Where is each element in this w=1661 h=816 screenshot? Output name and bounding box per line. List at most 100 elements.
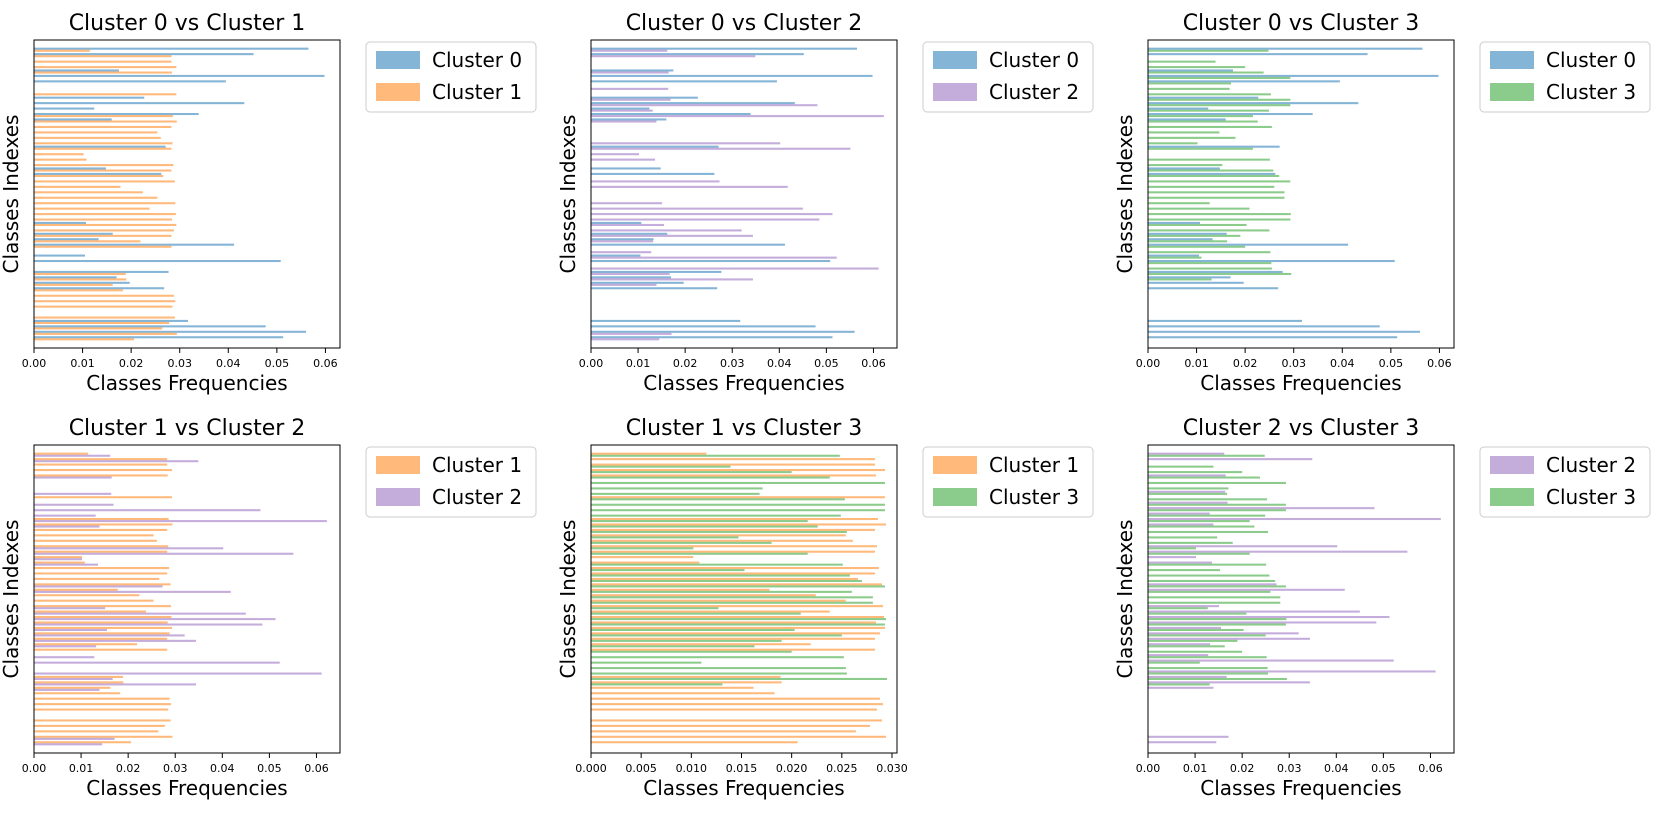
bar-cluster-1-class-2 bbox=[591, 463, 875, 466]
bar-cluster-0-class-12 bbox=[34, 112, 199, 116]
bar-cluster-0-class-12 bbox=[591, 112, 751, 116]
bar-cluster-3-class-39 bbox=[1148, 667, 1268, 670]
bar-cluster-0-class-38 bbox=[34, 254, 85, 257]
legend: Cluster 1 Cluster 3 bbox=[922, 446, 1094, 518]
x-tick-label: 0.00 bbox=[1136, 762, 1161, 775]
bar-cluster-3-class-20 bbox=[1148, 563, 1267, 566]
bar-cluster-2-class-4 bbox=[591, 71, 669, 74]
bar-cluster-2-class-37 bbox=[34, 656, 95, 659]
y-axis-label: Classes Indexes bbox=[1113, 115, 1137, 274]
legend-label-cluster-2: Cluster 2 bbox=[432, 485, 522, 509]
bar-cluster-2-class-43 bbox=[1148, 686, 1214, 689]
bar-cluster-2-class-42 bbox=[591, 278, 753, 281]
bar-cluster-2-class-32 bbox=[1148, 626, 1221, 629]
y-axis-label: Classes Indexes bbox=[0, 520, 23, 679]
bar-cluster-1-class-8 bbox=[591, 496, 885, 499]
legend-label-cluster-0: Cluster 0 bbox=[989, 48, 1079, 72]
bar-cluster-0-class-9 bbox=[1148, 96, 1259, 99]
x-tick-label: 0.05 bbox=[1371, 762, 1396, 775]
bar-cluster-2-class-43 bbox=[591, 283, 657, 286]
bar-cluster-1-class-4 bbox=[591, 474, 876, 477]
subplot-cluster-2-vs-cluster-3: Cluster 2 vs Cluster 3 0.00 0.01 0.02 0.03 0.… bbox=[1113, 416, 1651, 800]
bar-cluster-0-class-32 bbox=[591, 221, 642, 224]
legend-label-cluster-0: Cluster 0 bbox=[1546, 48, 1636, 72]
bar-cluster-3-class-33 bbox=[591, 634, 842, 637]
bar-cluster-0-class-41 bbox=[591, 270, 722, 273]
bar-cluster-0-class-23 bbox=[1148, 172, 1276, 175]
bar-cluster-0-class-42 bbox=[1148, 276, 1231, 279]
bar-cluster-1-class-28 bbox=[34, 605, 171, 608]
bar-cluster-1-class-42 bbox=[591, 681, 782, 684]
bar-cluster-3-class-13 bbox=[1148, 525, 1255, 528]
bar-cluster-3-class-24 bbox=[1148, 180, 1291, 183]
bar-cluster-1-class-45 bbox=[591, 697, 880, 700]
bar-cluster-2-class-12 bbox=[34, 520, 327, 523]
bar-cluster-2-class-7 bbox=[591, 87, 669, 90]
bar-cluster-1-class-50 bbox=[34, 724, 165, 727]
bar-cluster-1-class-36 bbox=[34, 245, 172, 248]
x-tick-label: 0.01 bbox=[1183, 762, 1208, 775]
bar-cluster-2-class-42 bbox=[34, 683, 196, 686]
bar-cluster-3-class-25 bbox=[1148, 590, 1271, 593]
x-tick-label: 0.010 bbox=[676, 762, 708, 775]
bar-cluster-3-class-8 bbox=[1148, 93, 1271, 96]
bar-cluster-1-class-27 bbox=[34, 599, 154, 602]
x-tick-label: 0.01 bbox=[70, 357, 95, 370]
bar-cluster-1-class-12 bbox=[34, 517, 169, 521]
bar-cluster-0-class-43 bbox=[1148, 281, 1244, 284]
bar-cluster-1-class-47 bbox=[34, 305, 173, 308]
bar-cluster-3-class-26 bbox=[591, 596, 873, 599]
bar-cluster-1-class-32 bbox=[34, 223, 177, 227]
bar-cluster-2-class-13 bbox=[1148, 523, 1214, 526]
legend: Cluster 1 Cluster 2 bbox=[365, 446, 537, 518]
bar-cluster-1-class-14 bbox=[591, 528, 875, 531]
bar-cluster-2-class-40 bbox=[591, 267, 879, 270]
bar-cluster-0-class-42 bbox=[34, 276, 117, 279]
bar-cluster-2-class-30 bbox=[34, 618, 276, 621]
bar-cluster-2-class-11 bbox=[34, 514, 96, 517]
bar-cluster-3-class-8 bbox=[1148, 498, 1268, 501]
bar-cluster-3-class-28 bbox=[591, 607, 719, 610]
axes-frame bbox=[590, 39, 898, 349]
bar-cluster-0-class-10 bbox=[34, 102, 245, 105]
legend-swatch-cluster-0 bbox=[376, 51, 420, 69]
bar-cluster-3-class-12 bbox=[1148, 115, 1253, 118]
bar-cluster-0-class-39 bbox=[1148, 259, 1395, 263]
bar-cluster-0-class-32 bbox=[34, 221, 86, 224]
bar-cluster-1-class-1 bbox=[34, 458, 168, 461]
x-tick-label: 0.06 bbox=[304, 762, 329, 775]
bars bbox=[1148, 47, 1439, 339]
bar-cluster-1-class-16 bbox=[34, 539, 157, 542]
bar-cluster-1-class-41 bbox=[591, 675, 781, 678]
bar-cluster-1-class-51 bbox=[34, 327, 163, 330]
bars bbox=[34, 452, 327, 746]
x-tick-label: 0.06 bbox=[313, 357, 338, 370]
bar-cluster-2-class-24 bbox=[1148, 583, 1277, 586]
bar-cluster-1-class-24 bbox=[34, 180, 175, 183]
bar-cluster-1-class-53 bbox=[34, 338, 135, 341]
x-tick-label: 0.01 bbox=[1184, 357, 1209, 370]
bar-cluster-3-class-27 bbox=[591, 601, 873, 604]
bar-cluster-3-class-41 bbox=[591, 677, 887, 681]
bar-cluster-1-class-52 bbox=[34, 735, 173, 738]
bar-cluster-2-class-4 bbox=[34, 476, 112, 479]
bar-cluster-2-class-17 bbox=[591, 142, 781, 145]
bar-cluster-1-class-33 bbox=[591, 632, 880, 635]
legend-swatch-cluster-1 bbox=[376, 83, 420, 101]
bar-cluster-2-class-18 bbox=[34, 552, 294, 555]
bar-cluster-0-class-36 bbox=[591, 243, 785, 246]
bar-cluster-1-class-8 bbox=[34, 93, 177, 96]
x-axis-label: Classes Frequencies bbox=[86, 776, 287, 800]
bar-cluster-3-class-40 bbox=[1148, 672, 1269, 675]
bar-cluster-1-class-25 bbox=[591, 588, 770, 591]
bar-cluster-2-class-32 bbox=[591, 223, 664, 227]
legend-label-cluster-0: Cluster 0 bbox=[432, 48, 522, 72]
bar-cluster-0-class-10 bbox=[1148, 102, 1359, 105]
bar-cluster-1-class-36 bbox=[34, 648, 168, 651]
bar-cluster-3-class-32 bbox=[1148, 223, 1247, 227]
bar-cluster-0-class-4 bbox=[1148, 69, 1233, 72]
bar-cluster-1-class-2 bbox=[34, 60, 172, 63]
bar-cluster-3-class-21 bbox=[1148, 164, 1223, 167]
bar-cluster-0-class-13 bbox=[1148, 118, 1226, 121]
